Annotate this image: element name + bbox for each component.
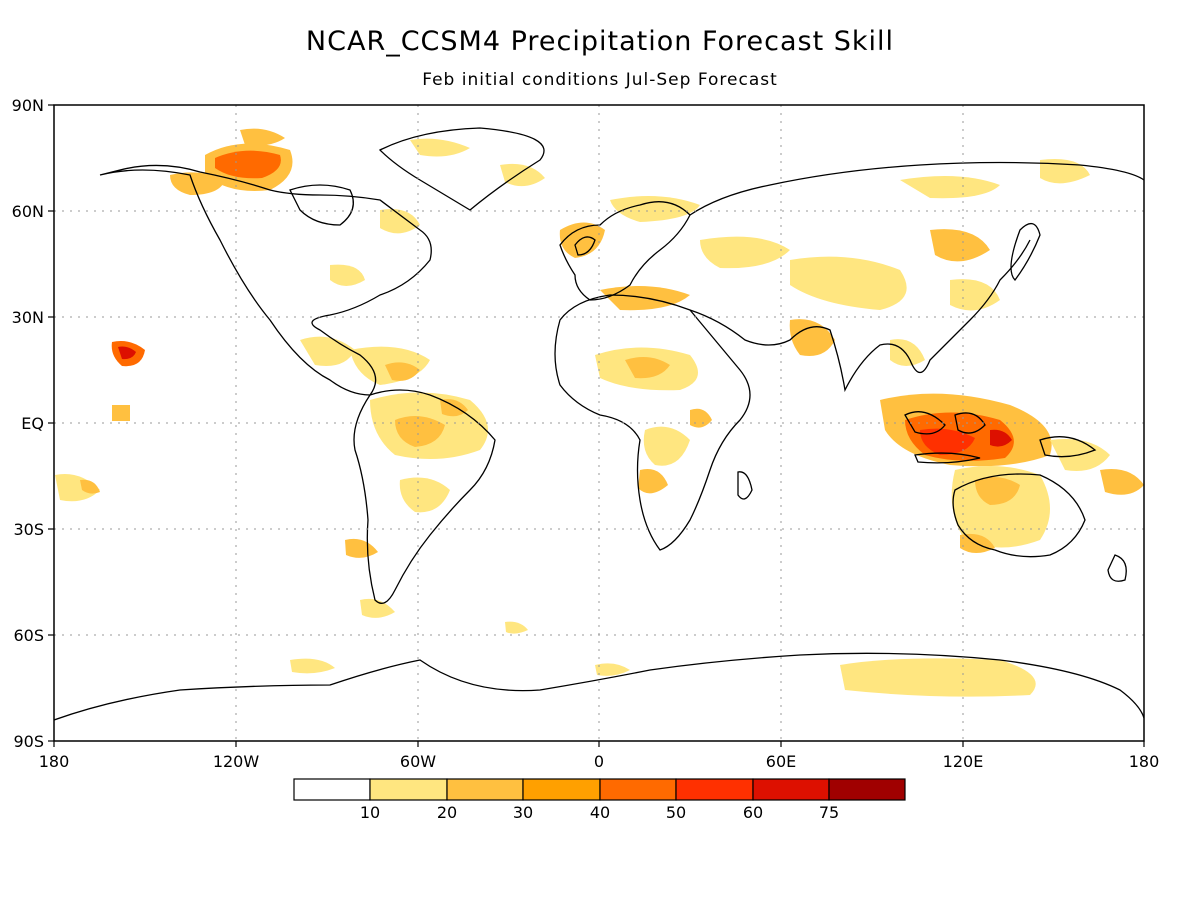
coastlines [54,127,1144,721]
lon-tick-label: 0 [594,752,604,771]
colorbar-swatch [752,778,830,801]
tick-marks [48,104,1145,747]
colorbar-label: 30 [513,803,533,822]
lon-tick-label: 60W [400,752,436,771]
lon-tick-label: 60E [766,752,796,771]
lon-tick-label: 180 [1129,752,1160,771]
colorbar-label: 50 [666,803,686,822]
colorbar-swatch [369,778,448,801]
map-title: NCAR_CCSM4 Precipitation Forecast Skill [305,26,895,57]
longitude-labels: 180 120W 60W 0 60E 120E 180 [39,752,1160,771]
lat-tick-label: EQ [21,414,44,433]
colorbar-label: 75 [819,803,839,822]
colorbar-swatch [828,778,906,801]
gridlines [54,105,1144,741]
colorbar-swatch [446,778,524,801]
latitude-labels: 90N 60N 30N EQ 30S 60S 90S [12,96,44,751]
lon-tick-label: 120E [943,752,984,771]
lon-tick-label: 120W [213,752,260,771]
lat-tick-label: 30S [13,520,44,539]
lon-tick-label: 180 [39,752,70,771]
lat-tick-label: 90N [12,96,44,115]
colorbar-label: 60 [743,803,763,822]
lat-tick-label: 90S [13,732,44,751]
lat-tick-label: 60S [13,626,44,645]
colorbar-label: 20 [437,803,457,822]
colorbar-swatch [522,778,601,801]
colorbar: 10 20 30 40 50 60 75 [293,778,906,822]
skill-shading [55,128,1144,697]
colorbar-label: 40 [590,803,610,822]
map-subtitle: Feb initial conditions Jul-Sep Forecast [422,70,778,90]
colorbar-swatch [293,778,371,801]
lat-tick-label: 30N [12,308,44,327]
colorbar-label: 10 [360,803,380,822]
colorbar-swatch [675,778,754,801]
lat-tick-label: 60N [12,202,44,221]
colorbar-swatch [599,778,677,801]
